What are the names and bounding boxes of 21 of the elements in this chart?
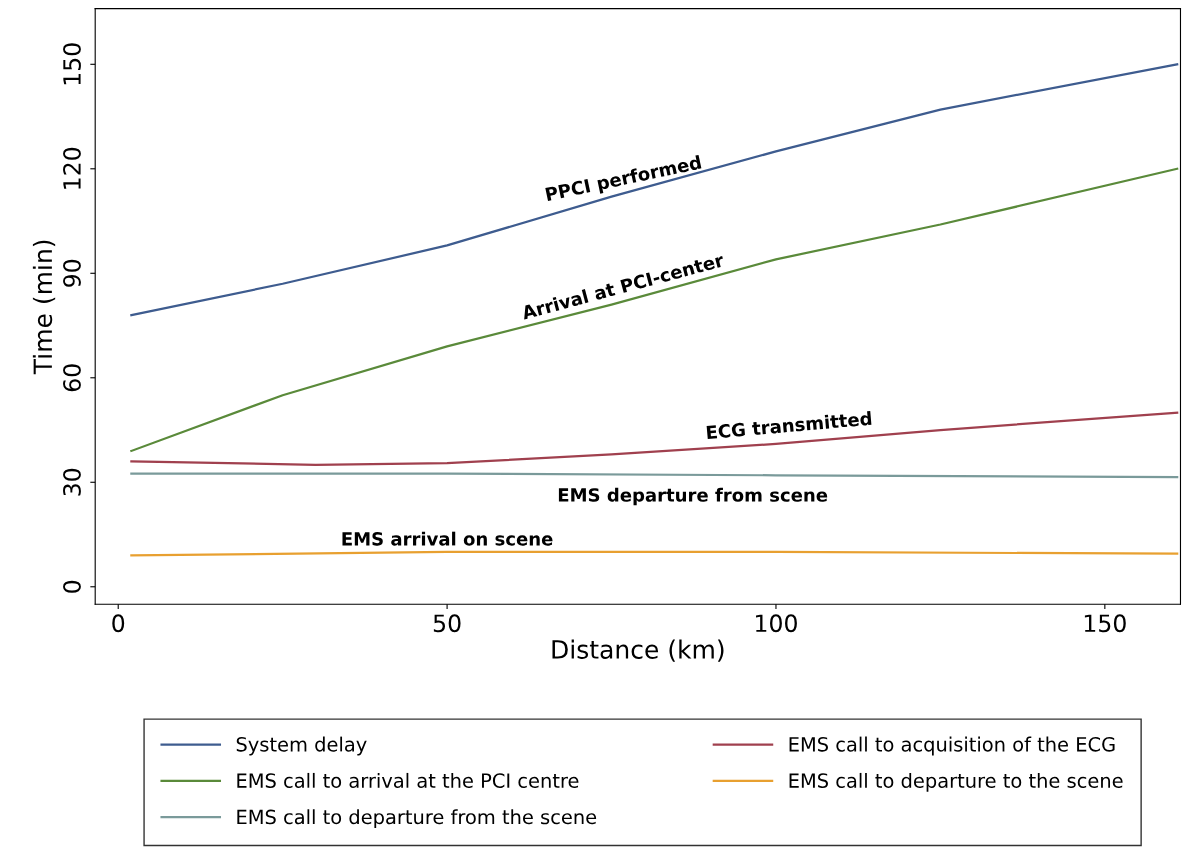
x-tick-label: 150 (1084, 614, 1126, 633)
y-axis-title: Time (min) (32, 240, 56, 375)
legend-label: EMS call to departure from the scene (237, 809, 597, 829)
legend-label: System delay (236, 736, 367, 756)
x-tick-label: 100 (756, 614, 797, 633)
annotation: EMS departure from scene (558, 487, 828, 506)
annotation: EMS arrival on scene (342, 531, 553, 546)
x-axis-title: Distance (km) (552, 639, 724, 662)
line-series (130, 411, 1179, 466)
legend-label: EMS call to arrival at the PCI centre (237, 772, 579, 788)
annotation: ECG transmitted (706, 411, 872, 440)
legend-label: EMS call to departure to the scene (789, 772, 1123, 792)
y-tick-label: 90 (63, 259, 81, 287)
x-tick-label: 50 (433, 614, 461, 633)
x-tick-label: 0 (112, 614, 125, 633)
y-tick-label: 120 (63, 147, 81, 189)
legend-label: EMS call to acquisition of the ECG (789, 736, 1115, 756)
y-tick-label: 30 (63, 468, 81, 496)
y-tick-label: 60 (63, 364, 81, 392)
y-tick-label: 150 (63, 43, 81, 85)
y-tick-label: 0 (63, 580, 81, 593)
